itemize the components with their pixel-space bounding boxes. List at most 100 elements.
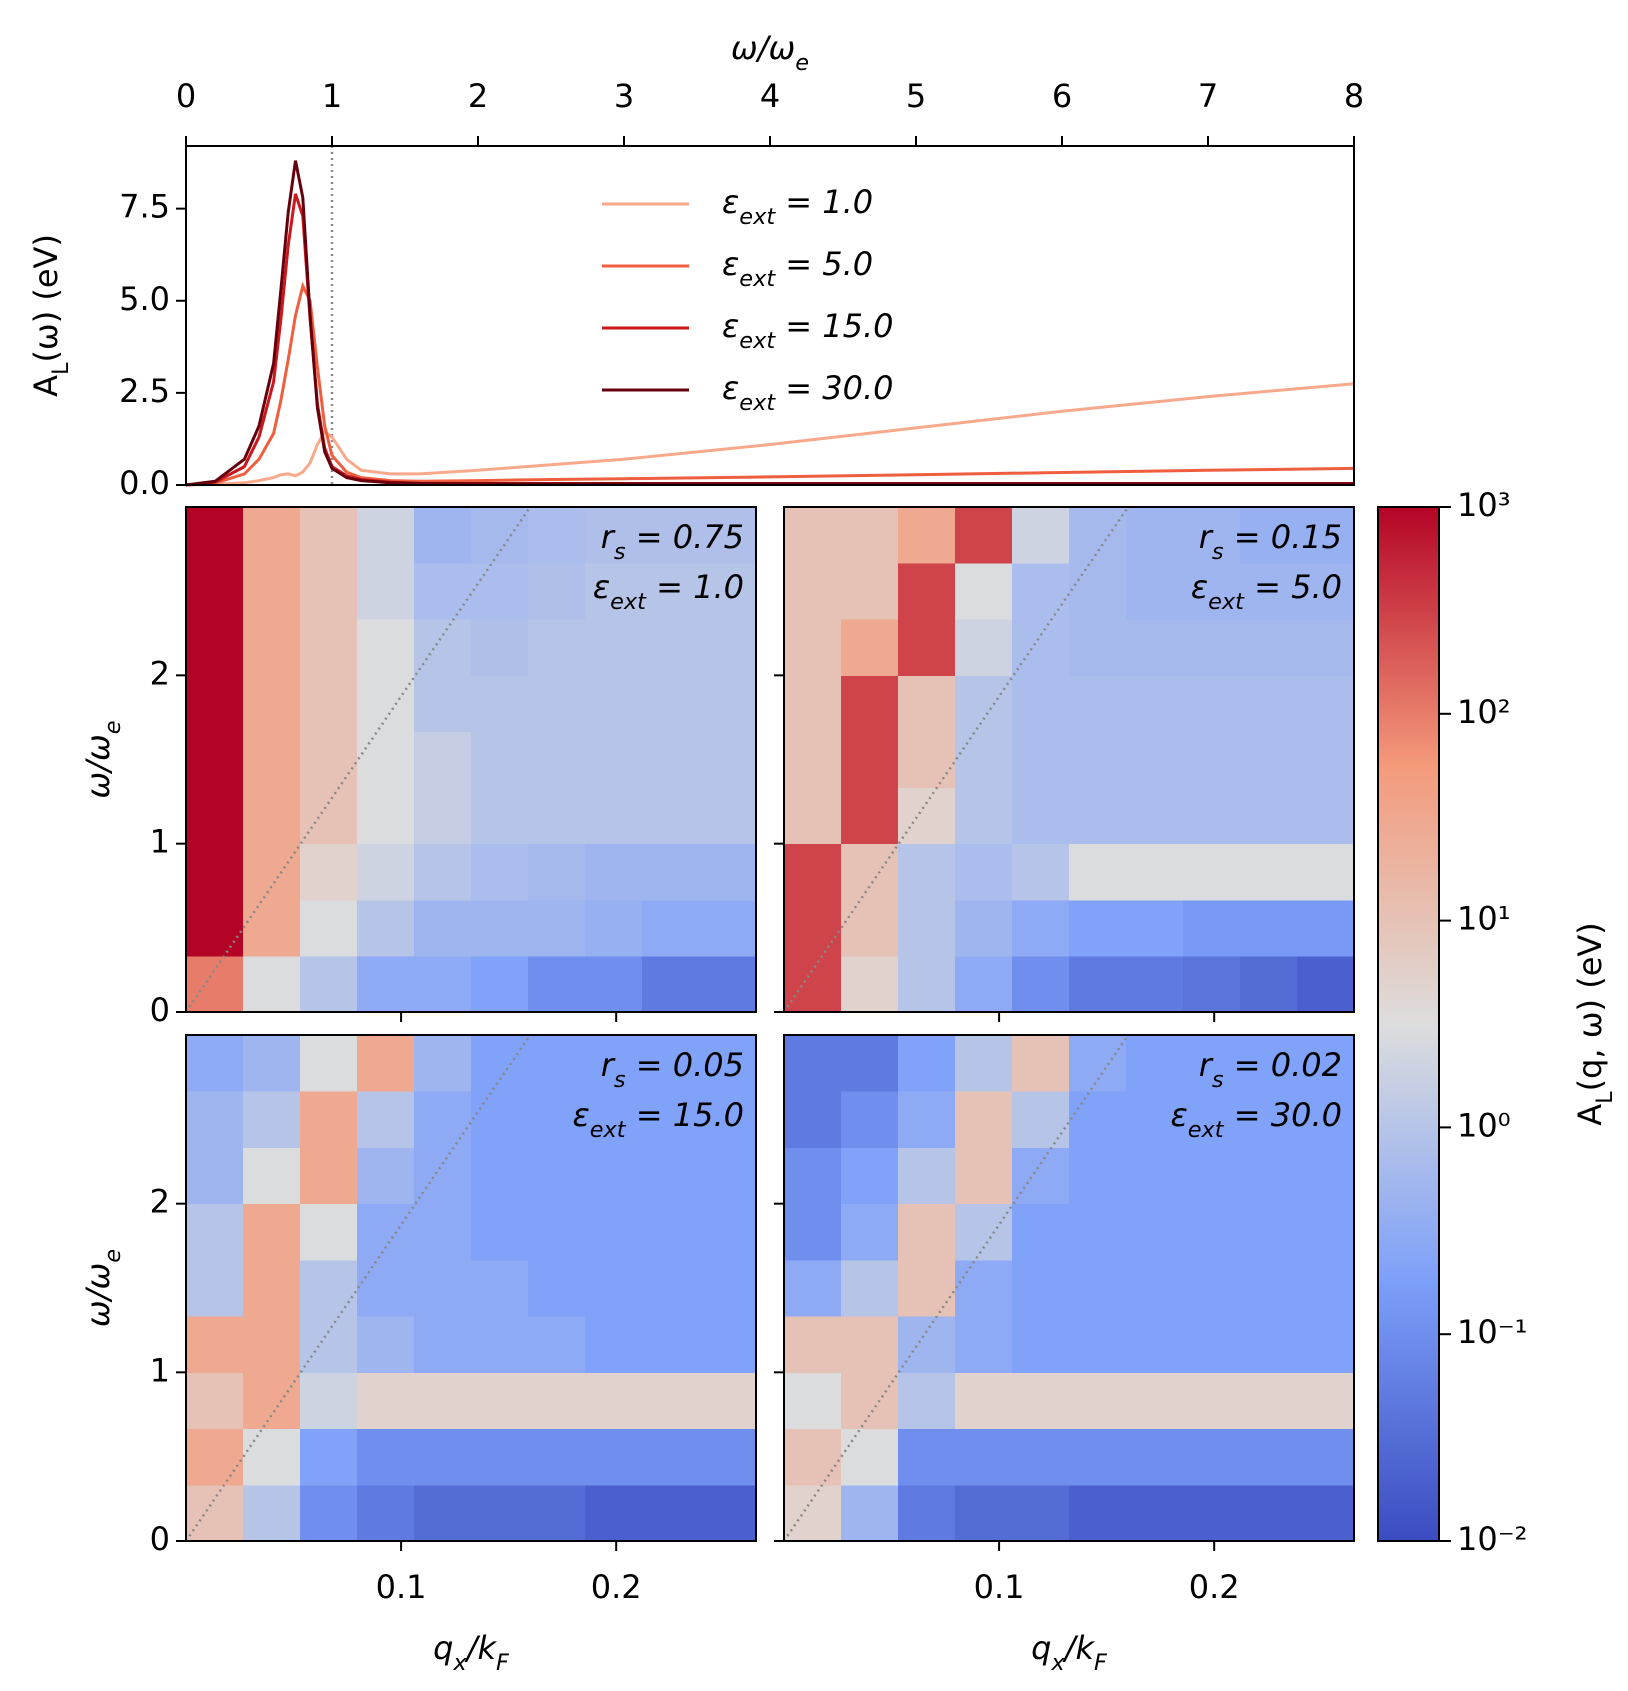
heatmap-cell bbox=[1240, 843, 1298, 901]
heatmap-cell bbox=[471, 731, 529, 789]
heatmap-cell bbox=[528, 1035, 586, 1092]
heatmap-cell bbox=[1012, 1372, 1070, 1430]
heatmap-cell bbox=[357, 1147, 415, 1205]
y-axis-label: ω/ωe bbox=[79, 1249, 126, 1327]
heatmap-cell bbox=[585, 675, 643, 732]
heatmap-cell bbox=[528, 1372, 586, 1430]
heatmap-cell bbox=[414, 507, 472, 564]
heatmap-cell bbox=[1240, 1372, 1298, 1430]
heatmap-cell bbox=[186, 1203, 244, 1261]
heatmap-cell bbox=[784, 1372, 842, 1430]
heatmap-cell bbox=[955, 1428, 1013, 1486]
heatmap-cell bbox=[898, 1372, 956, 1430]
panel-annotation: rs = 0.15 bbox=[1199, 518, 1342, 565]
heatmap-cell bbox=[784, 1428, 842, 1486]
heatmap-cell bbox=[243, 1035, 301, 1092]
heatmap-cell bbox=[300, 731, 358, 789]
legend-label: εext = 15.0 bbox=[722, 307, 894, 354]
heatmap-cell bbox=[585, 843, 643, 901]
heatmap-cell bbox=[1183, 899, 1241, 957]
heatmap-cell bbox=[1183, 731, 1241, 789]
heatmap-cell bbox=[1240, 563, 1298, 620]
heatmap-cell bbox=[642, 1091, 700, 1148]
heatmap-cell bbox=[1069, 787, 1127, 845]
heatmap-cell bbox=[186, 619, 244, 676]
heatmap-cell bbox=[1297, 1035, 1355, 1092]
heatmap-cell bbox=[300, 955, 358, 1013]
heatmap-cell bbox=[1183, 1091, 1241, 1148]
heatmap-cell bbox=[898, 955, 956, 1013]
heatmap-cell bbox=[585, 1372, 643, 1430]
heatmap-cell bbox=[955, 1316, 1013, 1373]
series-line bbox=[185, 382, 1355, 487]
heatmap-cell bbox=[841, 563, 899, 620]
heatmap-cell bbox=[186, 1428, 244, 1486]
legend-label: εext = 1.0 bbox=[722, 183, 873, 230]
heatmap-cell bbox=[243, 1484, 301, 1542]
heatmap-cell bbox=[699, 899, 757, 957]
heatmap-cell bbox=[1183, 1428, 1241, 1486]
heatmap-cell bbox=[1126, 1203, 1184, 1261]
heatmap-cell bbox=[642, 619, 700, 676]
heatmap-cell bbox=[1297, 843, 1355, 901]
heatmap-cell bbox=[1183, 1316, 1241, 1373]
x-tick-label: 0.1 bbox=[974, 1568, 1025, 1606]
heatmap-cell bbox=[300, 787, 358, 845]
x-axis-label: ω/ωe bbox=[731, 29, 809, 76]
heatmap-cell bbox=[1126, 1372, 1184, 1430]
heatmap-cell bbox=[1297, 507, 1355, 564]
colorbar-tick-label: 10³ bbox=[1457, 486, 1511, 524]
heatmap-cell bbox=[471, 899, 529, 957]
heatmap-cell bbox=[898, 1035, 956, 1092]
heatmap-cell bbox=[699, 731, 757, 789]
heatmap-cell bbox=[1126, 1259, 1184, 1317]
heatmap-cell bbox=[414, 1428, 472, 1486]
y-tick-label: 0.0 bbox=[119, 464, 170, 502]
heatmap-cell bbox=[471, 843, 529, 901]
heatmap-cell bbox=[300, 619, 358, 676]
y-tick-label: 5.0 bbox=[119, 280, 170, 318]
heatmap-cell bbox=[699, 955, 757, 1013]
heatmap-cell bbox=[585, 619, 643, 676]
heatmap-cell bbox=[585, 1316, 643, 1373]
heatmap-cell bbox=[784, 1484, 842, 1542]
heatmap-cell bbox=[1012, 787, 1070, 845]
heatmap-cell bbox=[841, 1428, 899, 1486]
heatmap-cell bbox=[243, 1091, 301, 1148]
heatmap-cell bbox=[1297, 1428, 1355, 1486]
heatmap-cell bbox=[243, 507, 301, 564]
heatmap-cell bbox=[784, 619, 842, 676]
colorbar-tick-label: 10⁻¹ bbox=[1457, 1313, 1527, 1351]
heatmap-cell bbox=[243, 1428, 301, 1486]
heatmap-cell bbox=[1126, 1484, 1184, 1542]
heatmap-cell bbox=[841, 1484, 899, 1542]
heatmap-cell bbox=[1297, 1259, 1355, 1317]
heatmap-cell bbox=[471, 619, 529, 676]
heatmap-cell bbox=[1240, 1091, 1298, 1148]
heatmap-cell bbox=[243, 1372, 301, 1430]
heatmap-cell bbox=[1069, 899, 1127, 957]
heatmap-cell bbox=[898, 787, 956, 845]
colorbar-frame bbox=[1377, 506, 1440, 1542]
heatmap-cell bbox=[1183, 1484, 1241, 1542]
heatmap-cell bbox=[357, 507, 415, 564]
heatmap-cell bbox=[300, 899, 358, 957]
heatmap-cell bbox=[955, 1091, 1013, 1148]
heatmap-cell bbox=[1126, 843, 1184, 901]
heatmap-cell bbox=[699, 1484, 757, 1542]
heatmap-cell bbox=[414, 1035, 472, 1092]
heatmap-cell bbox=[1183, 787, 1241, 845]
y-axis-label: AL(ω) (eV) bbox=[27, 234, 74, 397]
heatmap-cell bbox=[898, 1316, 956, 1373]
heatmap-cell bbox=[414, 787, 472, 845]
x-tick-label: 0.1 bbox=[376, 1568, 427, 1606]
heatmap-cell bbox=[471, 675, 529, 732]
legend-label: εext = 30.0 bbox=[722, 369, 894, 416]
heatmap-cell bbox=[1240, 1035, 1298, 1092]
y-tick-label: 1 bbox=[150, 1351, 170, 1389]
heatmap-cell bbox=[300, 1203, 358, 1261]
heatmap-cell bbox=[699, 563, 757, 620]
heatmap-cell bbox=[784, 787, 842, 845]
heatmap-cell bbox=[1240, 955, 1298, 1013]
heatmap-cell bbox=[642, 1147, 700, 1205]
